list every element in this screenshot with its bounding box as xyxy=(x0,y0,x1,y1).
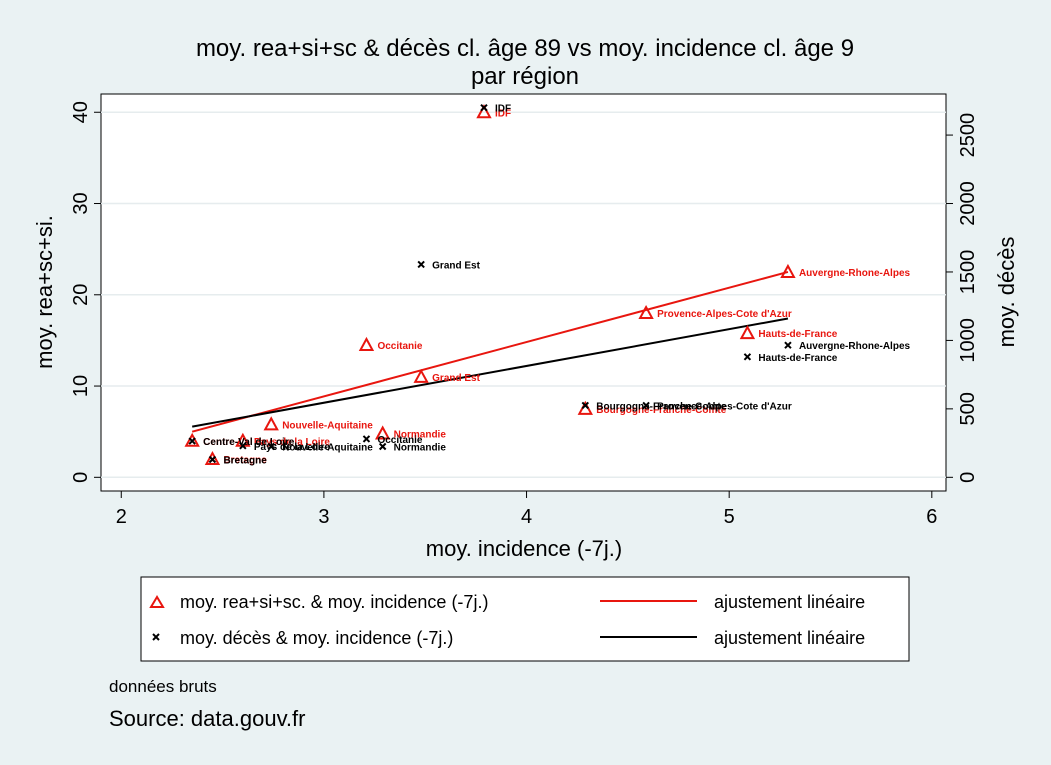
triangle-marker xyxy=(739,325,756,340)
point-label: Occitanie xyxy=(377,341,422,352)
point-label: Grand Est xyxy=(432,373,480,384)
fit-line-1 xyxy=(191,270,789,433)
x-tick-label: 3 xyxy=(318,506,329,528)
triangle-marker xyxy=(780,263,796,278)
x-marker xyxy=(581,401,590,410)
y-right-tick-label: 2500 xyxy=(957,113,979,158)
point-label: Bretagne xyxy=(223,456,267,467)
y-axis-label-right: moy. décès xyxy=(994,237,1019,348)
point-label: Provence-Alpes-Cote d'Azur xyxy=(657,309,792,320)
triangle-marker xyxy=(638,304,654,320)
axes: 2 3 4 5 6 0 10 20 30 40 0 500 1000 1500 2000 2500 xyxy=(70,101,979,528)
point-label: Centre-Val de Loire xyxy=(203,437,295,448)
plot-area xyxy=(100,93,947,492)
y-left-tick-label: 40 xyxy=(70,101,92,123)
triangle-marker xyxy=(184,432,200,447)
x-marker xyxy=(480,103,488,112)
point-label: Pays de la Loire xyxy=(254,437,331,448)
point-label: Auvergne-Rhone-Alpes xyxy=(799,268,911,279)
x-marker xyxy=(743,353,752,361)
point-label: Normandie xyxy=(394,443,447,454)
point-label: IDF xyxy=(495,108,511,119)
fit-line-2 xyxy=(192,317,789,428)
x-axis-label: moy. incidence (-7j.) xyxy=(426,536,622,561)
x-tick-label: 2 xyxy=(116,506,127,528)
point-label: Bourgogne-Franche-Comte xyxy=(596,405,726,416)
fit-lines xyxy=(191,270,789,433)
x-marker xyxy=(208,455,217,464)
x-marker xyxy=(239,442,247,450)
point-label: Nouvelle-Aquitaine xyxy=(282,420,373,431)
x-tick-label: 6 xyxy=(926,506,937,528)
triangle-marker xyxy=(413,368,429,383)
legend-triangle-marker xyxy=(149,595,165,608)
point-label: Centre-Val de Loire xyxy=(203,437,295,448)
legend-x-marker xyxy=(152,633,160,641)
point-label: Normandie xyxy=(394,430,447,441)
x-tick-label: 5 xyxy=(724,506,735,528)
point-label: Occitanie xyxy=(377,435,422,446)
chart-title: moy. rea+si+sc & décès cl. âge 89 vs moy… xyxy=(196,35,854,62)
grid-lines xyxy=(101,111,946,479)
y-right-tick-label: 0 xyxy=(957,472,979,483)
y-right-tick-label: 1500 xyxy=(957,250,979,295)
triangle-marker xyxy=(204,450,221,466)
point-label: Nouvelle-Aquitaine xyxy=(282,443,373,454)
point-label: Grand Est xyxy=(432,260,480,271)
triangle-marker xyxy=(476,104,492,119)
legend: moy. rea+si+sc. & moy. incidence (-7j.) … xyxy=(140,576,910,662)
legend-series-1: moy. rea+si+sc. & moy. incidence (-7j.) xyxy=(180,592,488,612)
y-left-tick-label: 10 xyxy=(70,375,92,397)
y-axis-label-left: moy. rea+sc+si. xyxy=(32,215,57,369)
x-marker xyxy=(267,442,275,451)
x-marker xyxy=(362,435,371,443)
point-label: IDF xyxy=(495,104,511,115)
legend-series-2: moy. décès & moy. incidence (-7j.) xyxy=(180,628,453,648)
y-right-tick-label: 500 xyxy=(957,392,979,425)
data-points: IDF Auvergne-Rhone-Alpes Provence-Alpes-Co… xyxy=(184,103,911,467)
y-right-tick-label: 1000 xyxy=(957,318,979,363)
triangle-marker xyxy=(358,336,375,351)
y-left-tick-label: 20 xyxy=(70,284,92,306)
note-raw-data: données bruts xyxy=(109,677,217,696)
x-tick-label: 4 xyxy=(521,506,532,528)
point-label: Bourgogne-Franche-Comte xyxy=(596,401,726,412)
chart-subtitle: par région xyxy=(471,63,579,90)
legend-box xyxy=(140,576,910,662)
y-left-tick-label: 0 xyxy=(70,472,92,483)
point-label: Pays de la Loire xyxy=(254,442,331,453)
x-marker xyxy=(417,260,425,269)
y-right-tick-label: 2000 xyxy=(957,181,979,226)
point-label: Auvergne-Rhone-Alpes xyxy=(799,341,911,352)
legend-fit-2: ajustement linéaire xyxy=(714,628,865,648)
x-marker xyxy=(784,341,792,349)
point-label: Hauts-de-France xyxy=(758,353,837,364)
x-marker xyxy=(642,401,650,410)
x-marker xyxy=(188,437,196,445)
point-label: Hauts-de-France xyxy=(758,329,837,340)
triangle-marker xyxy=(374,425,391,440)
y-left-tick-label: 30 xyxy=(70,192,92,214)
point-label: Bretagne xyxy=(223,455,267,466)
x-marker xyxy=(378,442,387,451)
triangle-marker xyxy=(263,416,279,431)
point-label: Provence-Alpes-Cote d'Azur xyxy=(657,401,792,412)
legend-fit-1: ajustement linéaire xyxy=(714,592,865,612)
note-source: Source: data.gouv.fr xyxy=(109,706,306,731)
